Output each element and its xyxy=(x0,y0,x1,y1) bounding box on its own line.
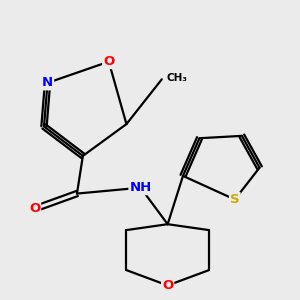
Text: O: O xyxy=(103,55,114,68)
Text: N: N xyxy=(42,76,53,89)
Text: O: O xyxy=(162,279,173,292)
Text: CH₃: CH₃ xyxy=(166,73,187,83)
Text: O: O xyxy=(29,202,40,215)
Text: NH: NH xyxy=(130,181,152,194)
Text: S: S xyxy=(230,193,240,206)
